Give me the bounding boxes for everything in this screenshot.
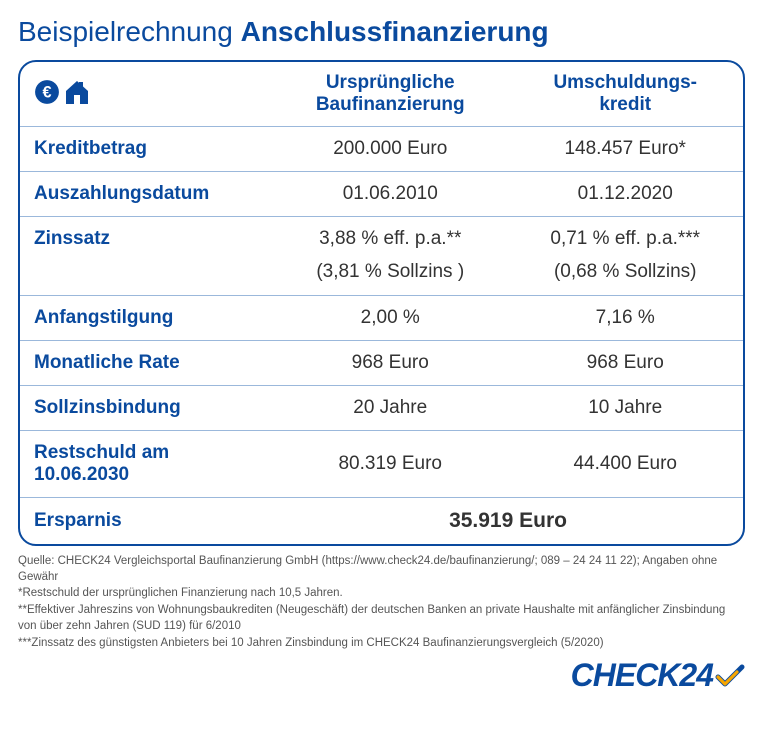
- row-col3: 01.12.2020: [507, 172, 743, 217]
- comparison-table: € Ursprüngliche Baufinanzierung Umschuld…: [20, 62, 743, 544]
- table-row: Zinssatz3,88 % eff. p.a.**0,71 % eff. p.…: [20, 217, 743, 262]
- row-col2: 80.319 Euro: [273, 431, 507, 498]
- table-header-row: € Ursprüngliche Baufinanzierung Umschuld…: [20, 62, 743, 127]
- row-col3: 968 Euro: [507, 341, 743, 386]
- row-col2: 968 Euro: [273, 341, 507, 386]
- subrow-col2: (3,81 % Sollzins ): [273, 261, 507, 296]
- row-label: Monatliche Rate: [20, 341, 273, 386]
- row-col2: 200.000 Euro: [273, 127, 507, 172]
- subrow-col3: (0,68 % Sollzins): [507, 261, 743, 296]
- logo-row: CHECK24: [18, 657, 745, 694]
- comparison-card: € Ursprüngliche Baufinanzierung Umschuld…: [18, 60, 745, 546]
- footnote-line: **Effektiver Jahreszins von Wohnungsbauk…: [18, 603, 745, 619]
- footnote-line: Quelle: CHECK24 Vergleichsportal Baufina…: [18, 554, 745, 585]
- header-icon-cell: €: [20, 62, 273, 127]
- header-col2-l1: Ursprüngliche: [326, 72, 455, 93]
- footnote-line: *Restschuld der ursprünglichen Finanzier…: [18, 586, 745, 602]
- header-col3: Umschuldungs- kredit: [507, 62, 743, 127]
- table-row: Auszahlungsdatum01.06.201001.12.2020: [20, 172, 743, 217]
- table-row: Anfangstilgung2,00 %7,16 %: [20, 296, 743, 341]
- row-col3: 148.457 Euro*: [507, 127, 743, 172]
- row-label: Auszahlungsdatum: [20, 172, 273, 217]
- row-col2: 01.06.2010: [273, 172, 507, 217]
- header-col3-l1: Umschuldungs-: [553, 72, 697, 93]
- table-row: Monatliche Rate968 Euro968 Euro: [20, 341, 743, 386]
- footnotes: Quelle: CHECK24 Vergleichsportal Baufina…: [18, 554, 745, 651]
- row-label: Sollzinsbindung: [20, 386, 273, 431]
- row-label: Zinssatz: [20, 217, 273, 262]
- footnote-line: ***Zinssatz des günstigsten Anbieters be…: [18, 636, 745, 652]
- logo-check-icon: [715, 663, 745, 689]
- logo-text: CHECK24: [571, 657, 713, 694]
- page-title: Beispielrechnung Anschlussfinanzierung: [18, 16, 745, 48]
- table-row: Sollzinsbindung20 Jahre10 Jahre: [20, 386, 743, 431]
- title-light: Beispielrechnung: [18, 16, 241, 47]
- row-col3: 10 Jahre: [507, 386, 743, 431]
- table-subrow: (3,81 % Sollzins )(0,68 % Sollzins): [20, 261, 743, 296]
- savings-label: Ersparnis: [20, 498, 273, 545]
- table-row: Restschuld am 10.06.203080.319 Euro44.40…: [20, 431, 743, 498]
- row-label: Kreditbetrag: [20, 127, 273, 172]
- row-col3: 0,71 % eff. p.a.***: [507, 217, 743, 262]
- footnote-line: von über zehn Jahren (SUD 119) für 6/201…: [18, 619, 745, 635]
- header-col3-l2: kredit: [599, 94, 651, 115]
- header-col2: Ursprüngliche Baufinanzierung: [273, 62, 507, 127]
- row-col3: 44.400 Euro: [507, 431, 743, 498]
- row-label: Restschuld am 10.06.2030: [20, 431, 273, 498]
- savings-row: Ersparnis 35.919 Euro: [20, 498, 743, 545]
- header-col2-l2: Baufinanzierung: [316, 94, 465, 115]
- euro-house-icon: €: [34, 78, 92, 106]
- row-col2: 20 Jahre: [273, 386, 507, 431]
- row-col2: 3,88 % eff. p.a.**: [273, 217, 507, 262]
- title-bold: Anschlussfinanzierung: [241, 16, 549, 47]
- row-col3: 7,16 %: [507, 296, 743, 341]
- row-label: Anfangstilgung: [20, 296, 273, 341]
- savings-value: 35.919 Euro: [273, 498, 743, 545]
- table-row: Kreditbetrag200.000 Euro148.457 Euro*: [20, 127, 743, 172]
- svg-text:€: €: [42, 83, 51, 101]
- subrow-label: [20, 261, 273, 296]
- row-col2: 2,00 %: [273, 296, 507, 341]
- check24-logo: CHECK24: [571, 657, 745, 694]
